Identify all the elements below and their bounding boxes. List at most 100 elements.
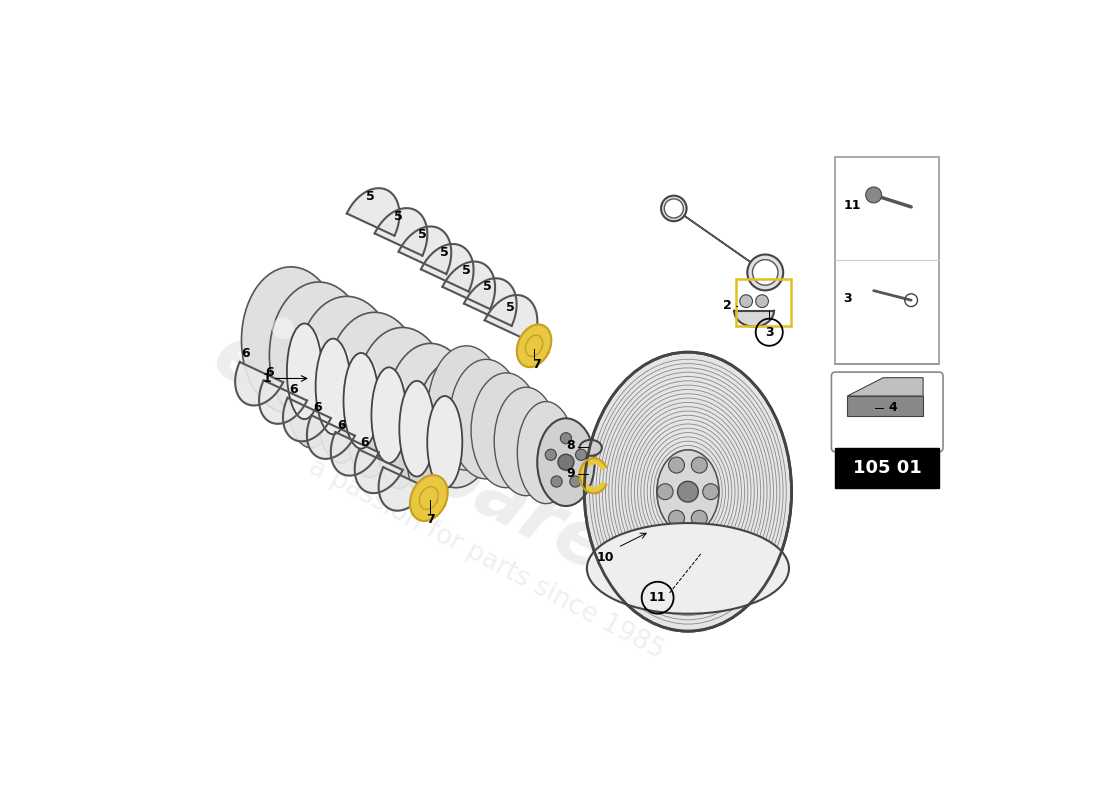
- Text: 5: 5: [394, 210, 403, 223]
- Circle shape: [575, 450, 586, 460]
- Ellipse shape: [377, 406, 419, 489]
- Text: 5: 5: [366, 190, 375, 203]
- Text: 2: 2: [723, 299, 732, 313]
- Polygon shape: [410, 475, 448, 521]
- Ellipse shape: [343, 353, 378, 449]
- Ellipse shape: [288, 360, 333, 448]
- Text: 5: 5: [418, 229, 427, 242]
- Ellipse shape: [372, 367, 407, 463]
- Text: a passion for parts since 1985: a passion for parts since 1985: [304, 454, 669, 665]
- Polygon shape: [378, 467, 427, 510]
- Ellipse shape: [584, 352, 792, 631]
- Text: 6: 6: [312, 402, 321, 414]
- Polygon shape: [260, 380, 307, 424]
- Circle shape: [664, 199, 683, 218]
- Text: 6: 6: [265, 366, 274, 378]
- Polygon shape: [485, 295, 537, 342]
- Circle shape: [657, 484, 673, 500]
- Ellipse shape: [537, 418, 595, 506]
- Ellipse shape: [412, 389, 432, 410]
- Circle shape: [866, 187, 881, 203]
- Polygon shape: [847, 396, 923, 416]
- Text: 11: 11: [844, 199, 861, 212]
- Text: 1: 1: [263, 372, 272, 385]
- Text: 105 01: 105 01: [852, 458, 922, 477]
- Polygon shape: [302, 364, 339, 394]
- Ellipse shape: [661, 196, 686, 221]
- Ellipse shape: [439, 402, 456, 422]
- Text: 6: 6: [241, 347, 250, 360]
- Circle shape: [551, 476, 562, 487]
- Ellipse shape: [427, 396, 462, 489]
- Ellipse shape: [356, 327, 449, 468]
- Ellipse shape: [348, 390, 392, 478]
- Polygon shape: [415, 417, 450, 446]
- Ellipse shape: [386, 343, 474, 479]
- Polygon shape: [580, 458, 606, 494]
- Ellipse shape: [494, 387, 558, 496]
- Ellipse shape: [587, 523, 789, 614]
- Circle shape: [558, 454, 574, 470]
- Ellipse shape: [657, 450, 719, 534]
- Text: 11: 11: [649, 591, 667, 604]
- Ellipse shape: [327, 312, 422, 456]
- Polygon shape: [840, 374, 884, 396]
- Circle shape: [560, 433, 572, 444]
- Text: 8: 8: [566, 439, 575, 452]
- Polygon shape: [346, 188, 399, 236]
- Polygon shape: [840, 420, 884, 442]
- Polygon shape: [354, 450, 403, 493]
- Text: 5: 5: [440, 246, 449, 259]
- Polygon shape: [847, 378, 923, 396]
- Text: 7: 7: [532, 358, 541, 370]
- Text: 5: 5: [506, 301, 515, 314]
- Circle shape: [756, 294, 769, 307]
- Ellipse shape: [407, 421, 446, 501]
- Bar: [835, 157, 939, 364]
- Polygon shape: [517, 325, 551, 367]
- Polygon shape: [331, 432, 378, 476]
- Ellipse shape: [517, 402, 574, 504]
- Polygon shape: [386, 403, 422, 434]
- Circle shape: [691, 510, 707, 526]
- Ellipse shape: [328, 346, 350, 369]
- Ellipse shape: [356, 362, 377, 383]
- Ellipse shape: [297, 296, 396, 443]
- Text: 5: 5: [483, 280, 492, 294]
- Text: 5: 5: [462, 263, 471, 277]
- Ellipse shape: [416, 360, 496, 488]
- Polygon shape: [307, 415, 355, 459]
- Bar: [835, 448, 939, 488]
- Circle shape: [669, 510, 684, 526]
- Text: 6: 6: [361, 436, 370, 449]
- Ellipse shape: [299, 332, 322, 354]
- Polygon shape: [398, 226, 451, 274]
- Ellipse shape: [287, 323, 322, 419]
- FancyBboxPatch shape: [832, 372, 943, 452]
- Ellipse shape: [272, 318, 294, 339]
- Text: 10: 10: [597, 550, 615, 563]
- Polygon shape: [331, 378, 366, 406]
- Polygon shape: [235, 362, 283, 406]
- Circle shape: [678, 482, 698, 502]
- Ellipse shape: [316, 338, 351, 434]
- Text: 9: 9: [566, 467, 575, 480]
- Polygon shape: [734, 310, 774, 326]
- Text: 7: 7: [426, 513, 434, 526]
- Polygon shape: [421, 244, 474, 291]
- Polygon shape: [283, 398, 331, 442]
- Ellipse shape: [242, 267, 340, 414]
- Text: 4: 4: [889, 402, 898, 414]
- Ellipse shape: [319, 375, 363, 463]
- Circle shape: [546, 450, 557, 460]
- Circle shape: [669, 457, 684, 473]
- Ellipse shape: [399, 381, 435, 477]
- Text: 6: 6: [337, 419, 345, 432]
- Polygon shape: [375, 208, 427, 256]
- Circle shape: [691, 457, 707, 473]
- Polygon shape: [464, 278, 517, 326]
- Ellipse shape: [428, 346, 505, 470]
- Text: 3: 3: [844, 292, 852, 305]
- Ellipse shape: [580, 440, 602, 456]
- Circle shape: [703, 484, 718, 500]
